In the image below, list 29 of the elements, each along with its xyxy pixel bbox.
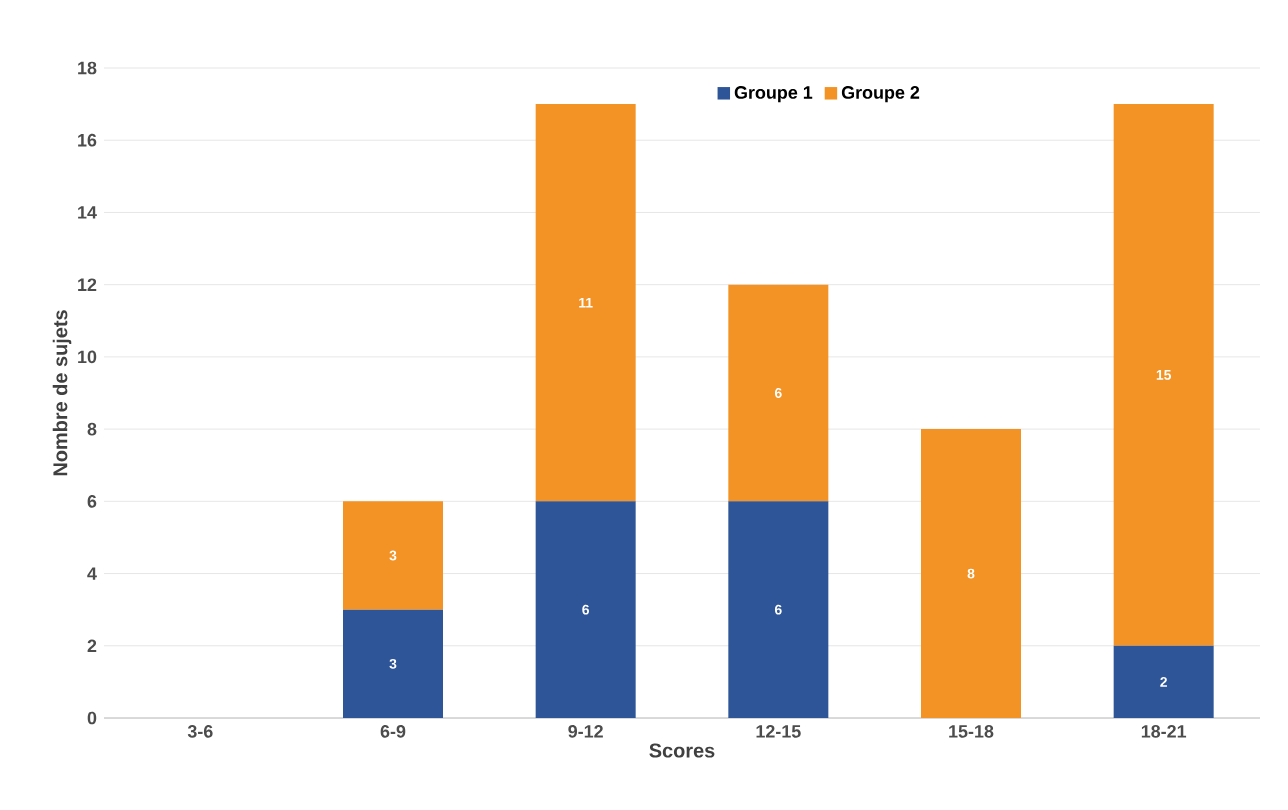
y-tick-label: 12 xyxy=(78,278,97,291)
bar xyxy=(535,501,636,718)
y-tick-label: 0 xyxy=(87,711,97,725)
legend-label: Groupe 2 xyxy=(841,86,920,103)
bar xyxy=(728,501,829,718)
bar xyxy=(1113,104,1214,646)
bar xyxy=(343,609,443,718)
bar xyxy=(535,104,636,502)
x-tick-label: 12-15 xyxy=(756,725,801,738)
y-tick-label: 10 xyxy=(78,350,97,364)
bar xyxy=(1113,645,1214,718)
y-tick-label: 2 xyxy=(87,639,97,653)
x-tick-label: 18-21 xyxy=(1141,725,1187,738)
y-tick-label: 14 xyxy=(78,206,97,219)
y-tick-label: 4 xyxy=(87,567,97,580)
y-tick-label: 18 xyxy=(78,61,97,75)
x-tick-label: 6-9 xyxy=(380,725,406,738)
y-tick-label: 8 xyxy=(87,422,97,436)
x-tick-label: 9-12 xyxy=(568,725,603,738)
x-tick-label: 15-18 xyxy=(949,725,994,738)
y-axis-title: Nombre de sujets xyxy=(52,310,72,476)
bar xyxy=(343,501,443,610)
y-tick-label: 6 xyxy=(87,494,97,508)
x-tick-label: 3-6 xyxy=(187,725,213,738)
bar xyxy=(921,429,1021,718)
y-tick-label: 16 xyxy=(78,133,97,147)
legend-label: Groupe 1 xyxy=(734,86,813,103)
bar xyxy=(728,284,829,502)
x-axis-title: Scores xyxy=(649,743,715,758)
